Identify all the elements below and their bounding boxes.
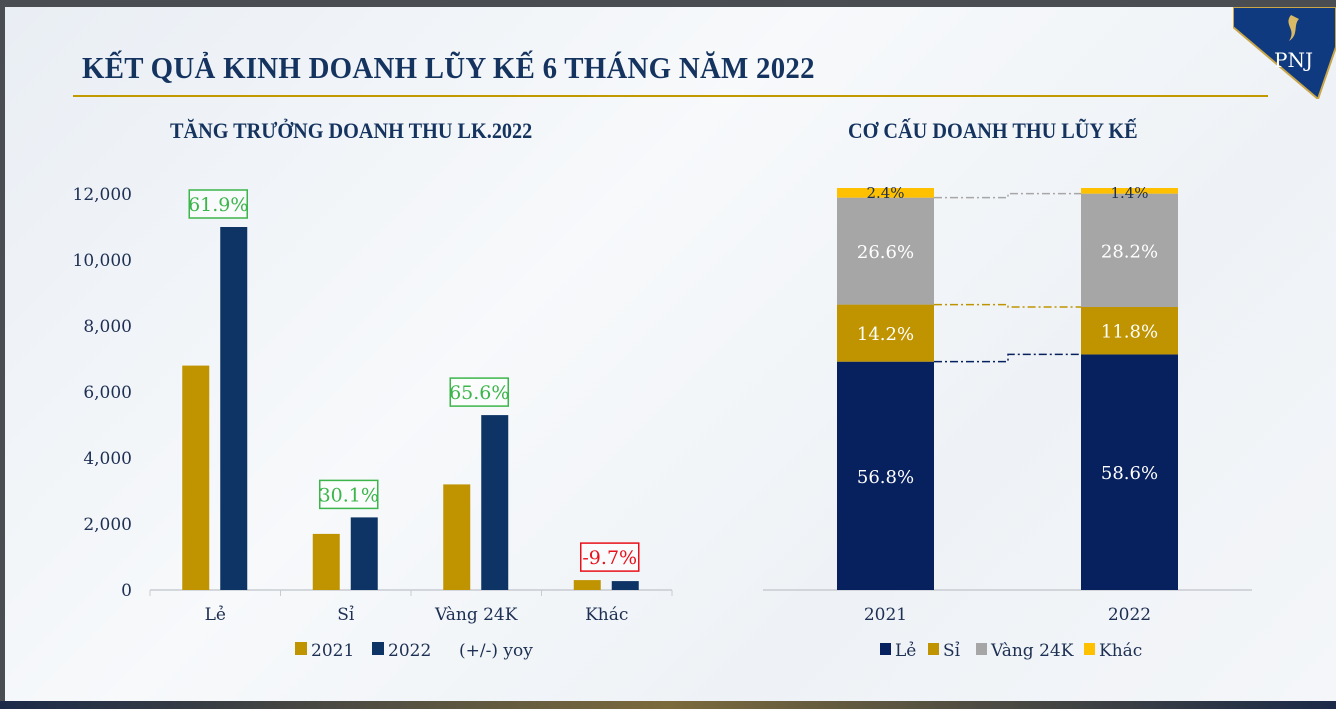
y-tick-label: 12,000 <box>73 185 132 205</box>
segment-Vàng 24K-2022 <box>1081 193 1178 307</box>
x-tick-label: Khác <box>585 605 628 625</box>
yoy-label: 65.6% <box>449 382 509 404</box>
connector-line <box>934 303 1081 308</box>
y-tick-label: 0 <box>121 581 132 601</box>
legend-swatch-Sỉ <box>928 643 939 655</box>
yoy-label-box <box>188 189 248 219</box>
yoy-label-box <box>580 542 640 572</box>
legend-swatch-2021 <box>295 642 307 655</box>
footer-strip <box>0 701 1336 709</box>
bar-2022-Sỉ <box>350 517 378 590</box>
yoy-label: 30.1% <box>319 484 379 506</box>
legend-label: 2022 <box>388 641 431 661</box>
segment-label: 1.4% <box>1110 184 1148 202</box>
segment-Vàng 24K-2021 <box>837 197 934 305</box>
segment-Lẻ-2022 <box>1081 354 1178 590</box>
x-tick-label: Sỉ <box>337 605 355 625</box>
bar-2021-Khác <box>573 580 601 590</box>
connector-line <box>934 353 1081 363</box>
y-tick-label: 2,000 <box>83 515 132 535</box>
connector-line <box>934 192 1081 199</box>
y-tick-label: 6,000 <box>83 383 132 403</box>
segment-Khác-2022 <box>1081 188 1178 194</box>
segment-label: 14.2% <box>857 324 914 345</box>
yoy-label-box <box>319 479 379 510</box>
y-tick-label: 4,000 <box>83 449 132 469</box>
legend-swatch-2022 <box>372 642 384 655</box>
legend-label: Khác <box>1099 641 1142 661</box>
bar-2021-Vàng 24K <box>443 484 471 590</box>
legend-label: Sỉ <box>943 641 961 661</box>
legend-label-yoy: (+/-) yoy <box>459 641 533 661</box>
bar-2022-Lẻ <box>220 227 248 590</box>
bar-2022-Vàng 24K <box>481 415 509 590</box>
bar-2021-Sỉ <box>312 533 340 590</box>
bar-2022-Khác <box>611 581 639 590</box>
segment-Lẻ-2021 <box>837 361 934 590</box>
bar-2021-Lẻ <box>182 365 210 590</box>
revenue-growth-chart: 0 2,000 4,000 6,000 8,000 10,000 12,000 Lẻ 61.9%… <box>73 185 673 661</box>
x-tick-label: 2022 <box>1108 605 1151 625</box>
segment-label: 58.6% <box>1101 463 1158 484</box>
right-chart-title: CƠ CẤU DOANH THU LŨY KẾ <box>848 118 1138 143</box>
legend-swatch-Vàng 24K <box>976 643 987 655</box>
pnj-logo: PNJ <box>1233 7 1336 99</box>
segment-label: 2.4% <box>866 184 904 202</box>
title-divider <box>73 95 1268 97</box>
segment-Khác-2021 <box>837 188 934 198</box>
segment-label: 28.2% <box>1101 241 1158 262</box>
legend-label: Lẻ <box>895 641 916 661</box>
left-chart-title: TĂNG TRƯỞNG DOANH THU LK.2022 <box>170 118 533 143</box>
legend-swatch-Lẻ <box>880 643 891 655</box>
segment-label: 56.8% <box>857 467 914 488</box>
legend-label: Vàng 24K <box>990 641 1074 661</box>
yoy-label-box <box>449 377 509 407</box>
x-tick-label: Lẻ <box>205 605 226 625</box>
y-tick-label: 8,000 <box>83 317 132 337</box>
yoy-label: 61.9% <box>188 194 248 216</box>
svg-text:PNJ: PNJ <box>1274 48 1313 72</box>
x-tick-label: Vàng 24K <box>434 605 518 625</box>
segment-label: 11.8% <box>1101 322 1158 343</box>
yoy-label: -9.7% <box>582 547 637 569</box>
segment-Sỉ-2021 <box>837 304 934 362</box>
segment-label: 26.6% <box>857 242 914 263</box>
segment-Sỉ-2022 <box>1081 306 1178 355</box>
page-title: KẾT QUẢ KINH DOANH LŨY KẾ 6 THÁNG NĂM 20… <box>82 50 815 85</box>
legend-swatch-Khác <box>1084 643 1095 655</box>
x-tick-label: 2021 <box>864 605 907 625</box>
y-tick-label: 10,000 <box>73 251 132 271</box>
legend-label: 2021 <box>311 641 354 661</box>
